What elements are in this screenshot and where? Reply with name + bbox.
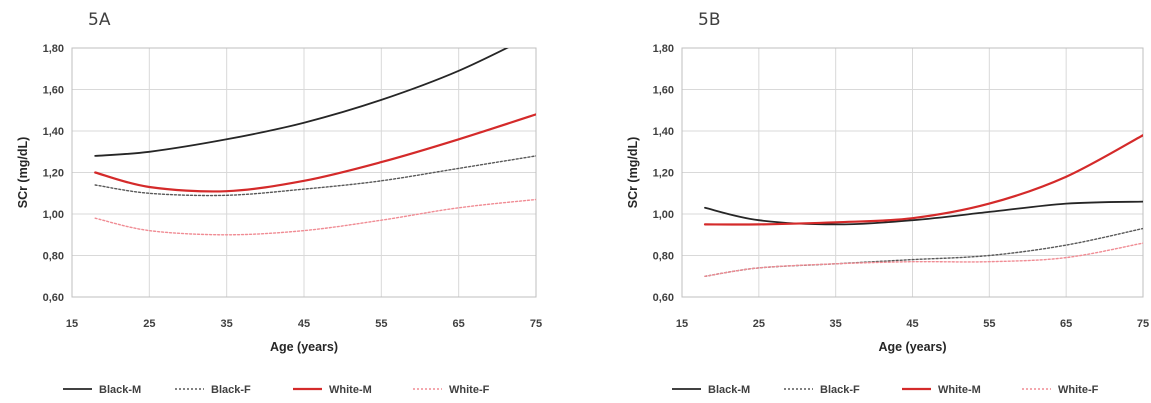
x-tick-label: 15: [66, 318, 78, 330]
chart-panel-5b: 5B 0,60 0,80 1,00 1,20 1,40 1,60 1,80 15 25 35 45 55…: [626, 10, 1149, 396]
y-tick-label: 1,00: [43, 209, 64, 221]
legend-label: Black-M: [99, 384, 141, 396]
x-axis-label: Age (years): [878, 340, 946, 354]
legend-label: White-F: [1058, 384, 1099, 396]
y-tick-label: 1,40: [653, 126, 674, 138]
series-line-black-m: [94, 48, 509, 157]
legend-label: Black-F: [820, 384, 860, 396]
x-tick-label: 55: [983, 318, 995, 330]
x-tick-label: 65: [1060, 318, 1072, 330]
plot-frame: [71, 47, 537, 298]
y-tick-label: 1,80: [653, 43, 674, 55]
x-tick-label: 75: [530, 318, 542, 330]
x-tick-label: 25: [753, 318, 765, 330]
chart-panel-5a: 5A 0,60 0,80 1,00 1,20 1,40 1,60 1,80 15 25 35 45 55…: [16, 10, 542, 396]
y-axis-label: SCr (mg/dL): [16, 137, 30, 209]
panel-title: 5B: [698, 10, 720, 30]
x-tick-label: 35: [830, 318, 842, 330]
series-line-white-m: [94, 113, 536, 193]
series-lines: [703, 134, 1143, 277]
series-line-white-f: [94, 198, 536, 236]
panel-title: 5A: [88, 10, 111, 30]
legend: Black-M Black-F White-M White-F: [672, 384, 1099, 396]
plot-frame: [681, 47, 1144, 298]
y-tick-label: 0,80: [43, 251, 64, 263]
y-tick-label: 1,00: [653, 209, 674, 221]
x-tick-label: 25: [143, 318, 155, 330]
series-line-white-m: [703, 134, 1143, 226]
legend: Black-M Black-F White-M White-F: [63, 384, 490, 396]
y-tick-label: 0,60: [43, 292, 64, 304]
legend-label: Black-M: [708, 384, 750, 396]
legend-label: White-F: [449, 384, 490, 396]
x-tick-label: 15: [676, 318, 688, 330]
legend-label: White-M: [329, 384, 372, 396]
x-tick-label: 75: [1137, 318, 1149, 330]
x-tick-label: 55: [375, 318, 387, 330]
series-line-white-f: [704, 242, 1143, 277]
x-tick-label: 45: [906, 318, 918, 330]
y-tick-label: 1,20: [653, 168, 674, 180]
y-tick-label: 1,60: [43, 85, 64, 97]
x-tick-label: 35: [221, 318, 233, 330]
series-line-black-f: [704, 227, 1143, 277]
x-tick-label: 65: [453, 318, 465, 330]
legend-label: White-M: [938, 384, 981, 396]
series-lines: [94, 48, 536, 236]
series-line-black-f: [94, 155, 536, 197]
y-tick-label: 1,20: [43, 168, 64, 180]
y-axis-label: SCr (mg/dL): [626, 137, 640, 209]
series-line-black-m: [704, 200, 1143, 226]
y-tick-label: 0,80: [653, 251, 674, 263]
y-tick-label: 1,80: [43, 43, 64, 55]
x-tick-label: 45: [298, 318, 310, 330]
y-tick-label: 0,60: [653, 292, 674, 304]
y-tick-label: 1,40: [43, 126, 64, 138]
x-axis-label: Age (years): [270, 340, 338, 354]
legend-label: Black-F: [211, 384, 251, 396]
y-tick-label: 1,60: [653, 85, 674, 97]
